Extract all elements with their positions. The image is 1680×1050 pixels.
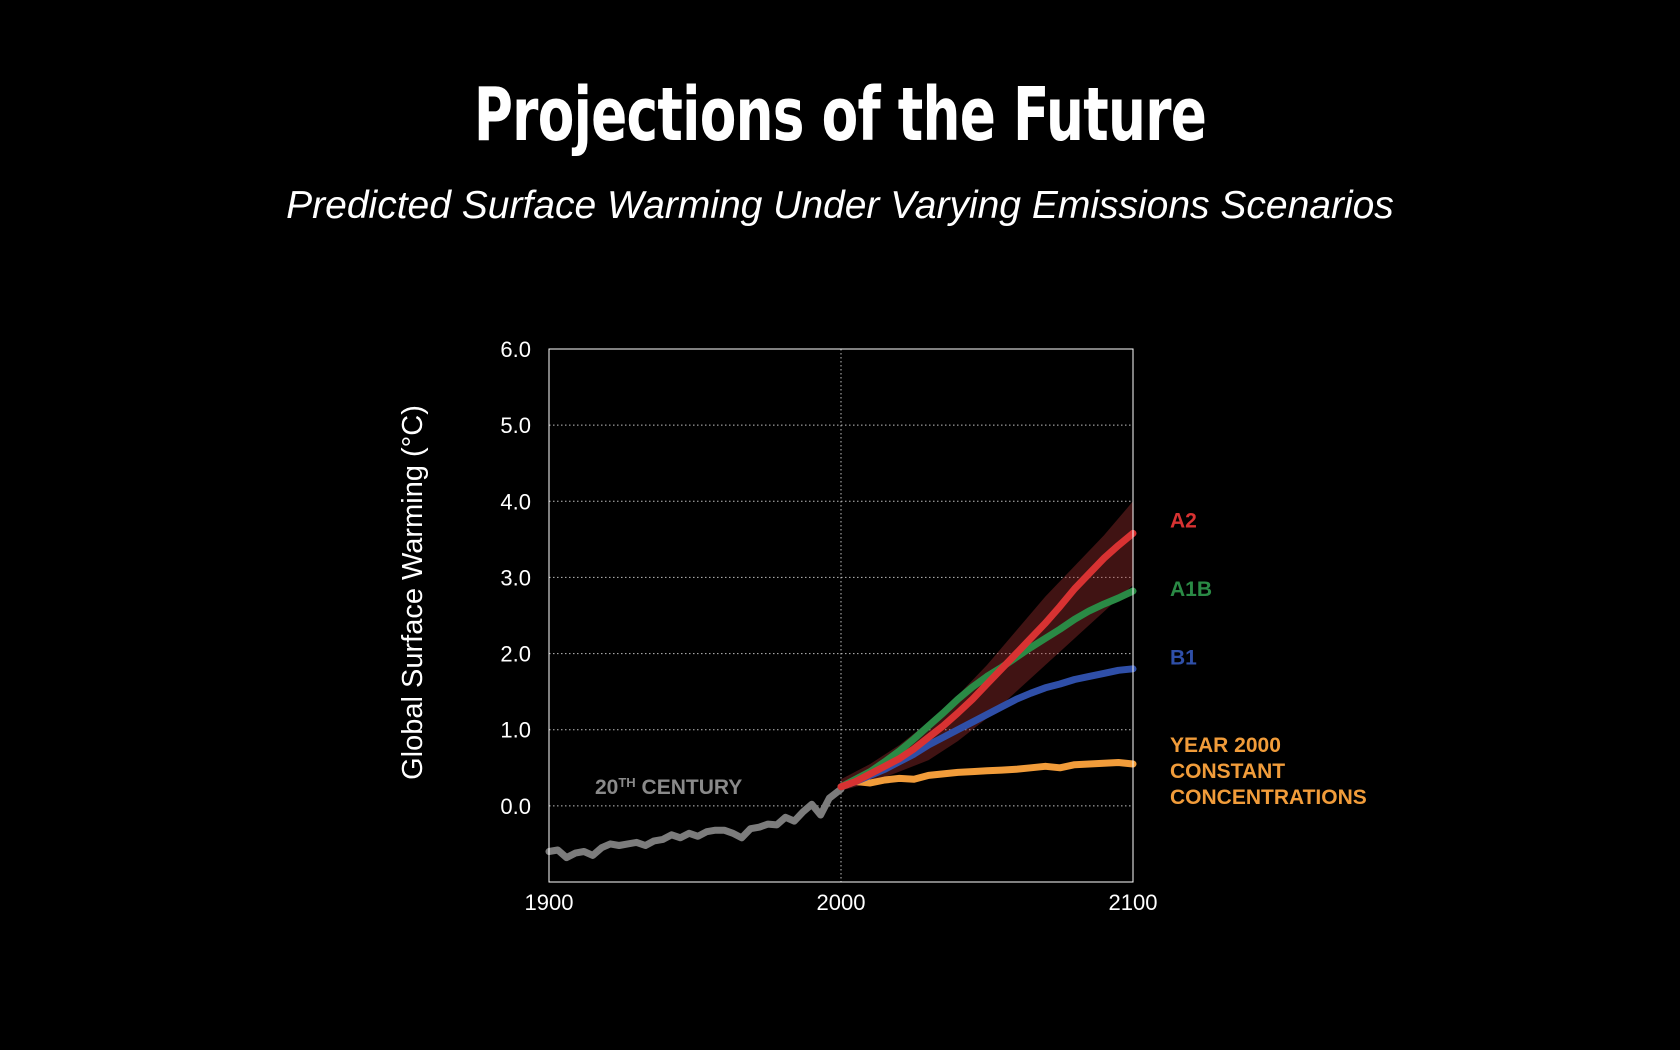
y-tick-label-3: 3.0 [500,565,531,590]
page-subtitle: Predicted Surface Warming Under Varying … [286,184,1394,227]
x-tick-label-0: 1900 [525,890,574,915]
series-label-2: B1 [1170,646,1197,669]
series-label-line: CONCENTRATIONS [1170,786,1367,809]
20th-century-annotation: 20TH CENTURY [595,775,742,799]
x-tick-label-2: 2100 [1109,890,1158,915]
y-axis-title: Global Surface Warming (°C) [397,405,429,780]
y-tick-label-4: 2.0 [500,642,531,667]
a2-range-band [841,501,1133,791]
y-tick-label-5: 1.0 [500,718,531,743]
series-labels: A2 A1B B1 YEAR 2000 CONSTANT CONCENTRATIONS [1170,509,1367,809]
series-label-line: YEAR 2000 [1170,734,1281,757]
page-title: Projections of the Future [473,72,1207,158]
y-tick-label-2: 4.0 [500,489,531,514]
y-tick-label-1: 5.0 [500,413,531,438]
series-label-line: B1 [1170,646,1197,669]
series-line-1 [837,759,1137,791]
grid-lines [549,349,1133,882]
series-line-3 [837,587,1137,791]
series-label-line: CONSTANT [1170,760,1285,783]
y-tick-labels: 6.0 5.0 4.0 3.0 2.0 1.0 0.0 [500,337,531,819]
annotation-number: 20 [595,776,618,799]
series-label-0: A2 [1170,509,1197,532]
series-line-0 [545,785,845,862]
y-tick-label-6: 0.0 [500,794,531,819]
annotation-superscript: TH [618,775,635,790]
x-tick-labels: 1900 2000 2100 [525,890,1158,915]
series-lines [545,529,1137,862]
x-tick-label-1: 2000 [817,890,866,915]
annotation-century: CENTURY [636,776,743,799]
series-line-4 [837,529,1137,791]
y-tick-label-0: 6.0 [500,337,531,362]
plot-frame [548,348,1134,883]
series-label-3: YEAR 2000 CONSTANT CONCENTRATIONS [1170,734,1367,809]
series-label-1: A1B [1170,578,1212,601]
a2-uncertainty-band [841,501,1133,791]
series-label-line: A1B [1170,578,1212,601]
series-label-line: A2 [1170,509,1197,532]
